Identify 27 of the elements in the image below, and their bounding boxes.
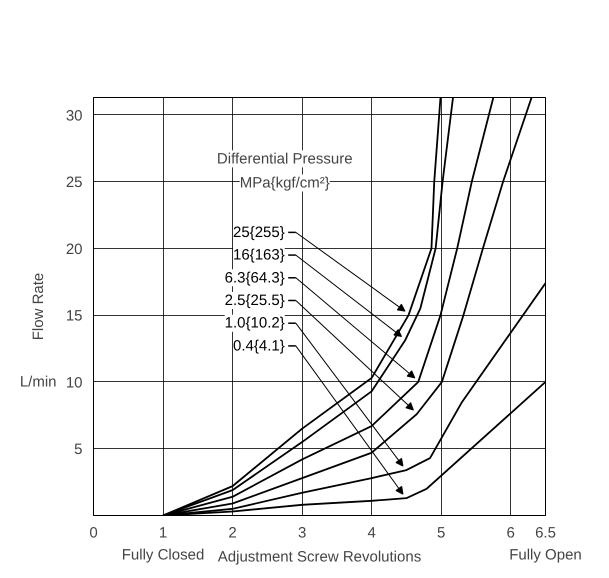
y-tick-label: 10 <box>66 374 83 392</box>
legend-label: 2.5{25.5} <box>224 292 285 309</box>
y-tick-label: 25 <box>66 174 83 192</box>
text: Fully Open <box>509 546 582 564</box>
x-axis-title: Adjustment Screw Revolutions <box>218 548 422 566</box>
x-tick-label: 5 <box>437 524 446 542</box>
x-tick-label: 6.5 <box>535 524 556 542</box>
x-tick-label: 6 <box>506 524 515 542</box>
y-tick-label: 20 <box>66 240 83 258</box>
text: L/min <box>20 373 57 390</box>
text: Fully Closed <box>122 546 204 564</box>
legend-label: 16{163} <box>233 246 285 264</box>
annotation: Differential Pressure <box>216 150 353 168</box>
x-tick-label: 1 <box>158 524 168 542</box>
y-tick-label: 15 <box>66 308 83 325</box>
y-axis-title: Flow Rate <box>30 272 47 340</box>
legend-label: 6.3{64.3} <box>224 269 285 286</box>
x-tick-label: 0 <box>89 524 98 542</box>
y-tick-label: 30 <box>66 107 83 124</box>
legend-label: 25{255} <box>233 224 285 241</box>
x-tick-label: 4 <box>367 524 376 542</box>
legend-label: 1.0{10.2} <box>224 314 285 332</box>
legend-label: 0.4{4.1} <box>233 337 285 354</box>
y-tick-label: 5 <box>74 441 82 458</box>
x-tick-label: 2 <box>228 524 237 542</box>
annotation: MPa{kgf/cm²} <box>240 174 330 192</box>
x-tick-label: 3 <box>298 524 306 542</box>
